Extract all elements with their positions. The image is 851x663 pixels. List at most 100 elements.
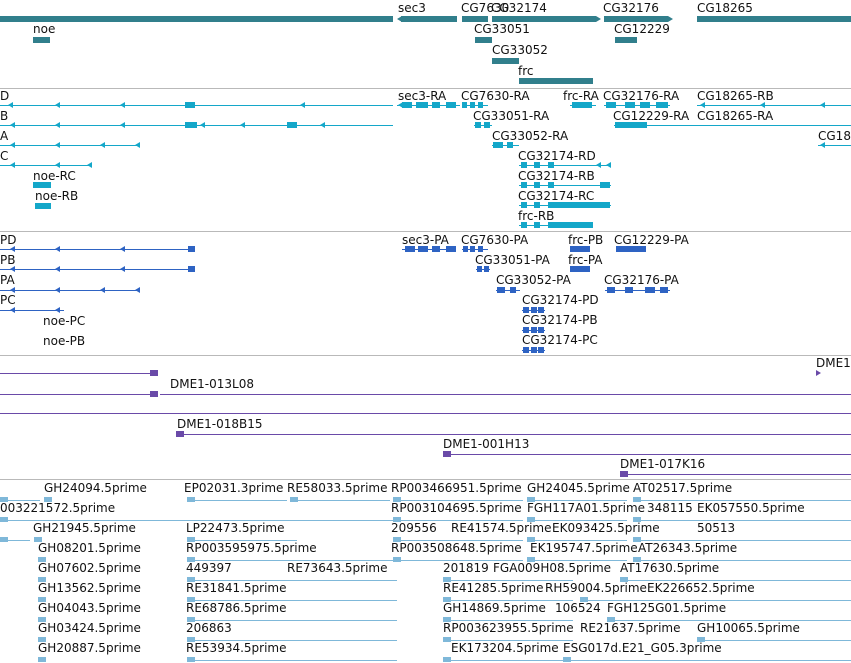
feature-bar[interactable] xyxy=(615,122,647,128)
feature-label[interactable]: B xyxy=(0,109,9,123)
feature-bar[interactable] xyxy=(548,162,554,168)
feature-bar[interactable] xyxy=(660,287,668,293)
feature-label[interactable]: RP003508648.5prime xyxy=(391,541,522,555)
feature-label[interactable]: RH59004.5prime xyxy=(545,581,647,595)
feature-bar[interactable] xyxy=(633,497,641,502)
feature-bar[interactable] xyxy=(478,102,483,108)
feature-bar[interactable] xyxy=(607,287,615,293)
feature-bar[interactable] xyxy=(188,246,195,252)
feature-label[interactable]: 50513 xyxy=(697,521,736,535)
feature-bar[interactable] xyxy=(534,182,540,188)
feature-bar[interactable] xyxy=(470,246,475,252)
feature-bar[interactable] xyxy=(507,142,513,148)
feature-bar[interactable] xyxy=(523,327,529,333)
feature-label[interactable]: frc-RB xyxy=(518,209,555,223)
feature-bar[interactable] xyxy=(185,122,197,128)
feature-label[interactable]: C xyxy=(0,149,9,163)
feature-bar[interactable] xyxy=(150,391,158,397)
feature-bar[interactable] xyxy=(38,577,46,582)
feature-bar[interactable] xyxy=(656,102,668,108)
feature-label[interactable]: AT17630.5prime xyxy=(620,561,720,575)
feature-label[interactable]: CG32174 xyxy=(491,1,547,15)
feature-label[interactable]: DME1 xyxy=(816,356,851,370)
feature-bar[interactable] xyxy=(697,637,705,642)
feature-label[interactable]: CG32174-PD xyxy=(522,293,599,307)
feature-bar[interactable] xyxy=(527,517,535,522)
feature-bar[interactable] xyxy=(633,537,641,542)
feature-label[interactable]: CG32176-PA xyxy=(604,273,679,287)
feature-label[interactable]: CG12229 xyxy=(614,22,670,36)
feature-bar[interactable] xyxy=(534,202,540,208)
feature-bar[interactable] xyxy=(616,246,646,252)
feature-label[interactable]: 348115 xyxy=(647,501,693,515)
feature-bar[interactable] xyxy=(446,102,456,108)
feature-bar[interactable] xyxy=(534,162,540,168)
feature-label[interactable]: CG32174-RB xyxy=(518,169,595,183)
feature-bar[interactable] xyxy=(462,102,467,108)
feature-bar[interactable] xyxy=(287,122,297,128)
feature-bar[interactable] xyxy=(620,577,628,582)
feature-bar[interactable] xyxy=(484,266,489,272)
feature-bar[interactable] xyxy=(493,142,503,148)
feature-bar[interactable] xyxy=(572,102,592,108)
feature-bar[interactable] xyxy=(416,102,428,108)
feature-label[interactable]: RE31841.5prime xyxy=(186,581,287,595)
feature-bar[interactable] xyxy=(492,16,596,22)
feature-label[interactable]: PC xyxy=(0,293,16,307)
feature-bar[interactable] xyxy=(187,657,195,662)
feature-bar[interactable] xyxy=(393,557,401,562)
feature-bar[interactable] xyxy=(538,307,544,313)
feature-bar[interactable] xyxy=(443,617,451,622)
feature-bar[interactable] xyxy=(443,577,451,582)
feature-bar[interactable] xyxy=(548,202,610,208)
feature-label[interactable]: frc-PB xyxy=(568,233,604,247)
feature-bar[interactable] xyxy=(477,266,482,272)
feature-bar[interactable] xyxy=(538,327,544,333)
feature-label[interactable]: CG18265-RA xyxy=(697,109,774,123)
feature-bar[interactable] xyxy=(44,497,52,502)
feature-bar[interactable] xyxy=(401,16,457,22)
feature-label[interactable]: sec3-PA xyxy=(402,233,449,247)
feature-label[interactable]: RE58033.5prime xyxy=(287,481,388,495)
feature-bar[interactable] xyxy=(443,597,451,602)
feature-bar[interactable] xyxy=(580,597,588,602)
feature-bar[interactable] xyxy=(527,557,535,562)
feature-label[interactable]: ESG017d.E21_G05.3prime xyxy=(563,641,722,655)
feature-label[interactable]: DME1-017K16 xyxy=(620,457,706,471)
feature-bar[interactable] xyxy=(633,557,641,562)
feature-label[interactable]: DME1-001H13 xyxy=(443,437,530,451)
feature-bar[interactable] xyxy=(402,102,412,108)
feature-bar[interactable] xyxy=(640,102,650,108)
feature-bar[interactable] xyxy=(405,246,415,252)
feature-label[interactable]: GH21945.5prime xyxy=(33,521,136,535)
feature-bar[interactable] xyxy=(645,287,655,293)
feature-label[interactable]: PA xyxy=(0,273,15,287)
feature-bar[interactable] xyxy=(527,537,535,542)
feature-label[interactable]: GH14869.5prime xyxy=(443,601,546,615)
feature-label[interactable]: EP02031.3prime xyxy=(184,481,284,495)
feature-label[interactable]: CG32176 xyxy=(603,1,659,15)
feature-label[interactable]: CG12229-PA xyxy=(614,233,689,247)
feature-label[interactable]: CG7630-RA xyxy=(461,89,530,103)
feature-bar[interactable] xyxy=(538,347,544,353)
feature-label[interactable]: PB xyxy=(0,253,16,267)
feature-bar[interactable] xyxy=(393,537,401,542)
feature-bar[interactable] xyxy=(600,182,610,188)
feature-bar[interactable] xyxy=(570,266,590,272)
feature-bar[interactable] xyxy=(497,287,505,293)
feature-bar[interactable] xyxy=(418,246,428,252)
feature-bar[interactable] xyxy=(607,617,615,622)
feature-label[interactable]: RP003623955.5prime xyxy=(443,621,574,635)
feature-label[interactable]: RE21637.5prime xyxy=(580,621,681,635)
feature-bar[interactable] xyxy=(150,370,158,376)
feature-bar[interactable] xyxy=(475,122,481,128)
feature-bar[interactable] xyxy=(0,16,393,22)
feature-bar[interactable] xyxy=(38,657,46,662)
feature-label[interactable]: GH13562.5prime xyxy=(38,581,141,595)
feature-label[interactable]: noe xyxy=(33,22,56,36)
feature-label[interactable]: GH10065.5prime xyxy=(697,621,800,635)
feature-label[interactable]: EK093425.5prime xyxy=(552,521,660,535)
feature-bar[interactable] xyxy=(484,122,490,128)
feature-label[interactable]: FGA009H08.5prime xyxy=(493,561,612,575)
feature-bar[interactable] xyxy=(463,246,468,252)
